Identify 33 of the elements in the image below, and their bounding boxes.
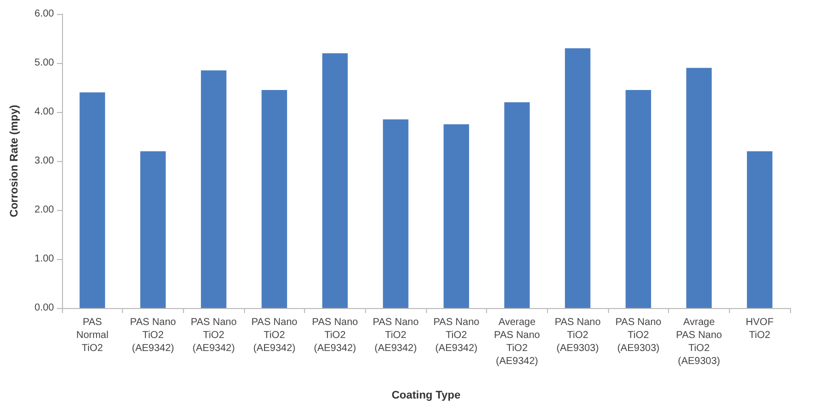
bar	[322, 53, 348, 308]
x-tick-label: PAS Nano TiO2 (AE9303)	[615, 317, 662, 354]
bar	[626, 90, 652, 308]
y-tick-label: 0.00	[34, 302, 54, 314]
x-axis-title: Coating Type	[392, 390, 460, 402]
y-tick-label: 6.00	[34, 8, 54, 20]
bar	[564, 48, 590, 308]
x-tick-label: PAS Nano TiO2 (AE9342)	[130, 317, 176, 354]
y-tick-label: 2.00	[34, 204, 54, 216]
bar	[262, 90, 288, 308]
x-tick-label: PAS Nano TiO2 (AE9303)	[554, 317, 602, 354]
bar	[444, 124, 470, 308]
bar	[200, 70, 226, 308]
y-tick-label: 3.00	[34, 156, 54, 166]
bar	[504, 102, 530, 308]
x-tick-label: Average PAS Nano TiO2 (AE9342)	[494, 317, 540, 367]
bar	[746, 151, 772, 308]
x-tick-label: PAS Normal TiO2	[76, 317, 108, 354]
y-tick-label: 1.00	[34, 254, 54, 264]
x-tick-label: Avrage PAS Nano TiO2 (AE9303)	[676, 317, 722, 367]
x-tick-label: PAS Nano TiO2 (AE9342)	[251, 317, 298, 354]
bar	[80, 92, 106, 308]
y-tick-label: 4.00	[34, 106, 54, 118]
y-tick-label: 5.00	[34, 58, 54, 68]
y-axis-title: Corrosion Rate (mpy)	[8, 104, 20, 218]
x-tick-label: PAS Nano TiO2 (AE9342)	[372, 317, 420, 354]
bar	[140, 151, 166, 308]
x-tick-label: HVOF TiO2	[746, 317, 774, 341]
bar	[686, 68, 712, 308]
x-tick-label: PAS Nano TiO2 (AE9342)	[433, 317, 480, 354]
x-tick-label: PAS Nano TiO2 (AE9342)	[312, 317, 358, 354]
x-tick-label: PAS Nano TiO2 (AE9342)	[190, 317, 238, 354]
bar	[382, 119, 408, 308]
